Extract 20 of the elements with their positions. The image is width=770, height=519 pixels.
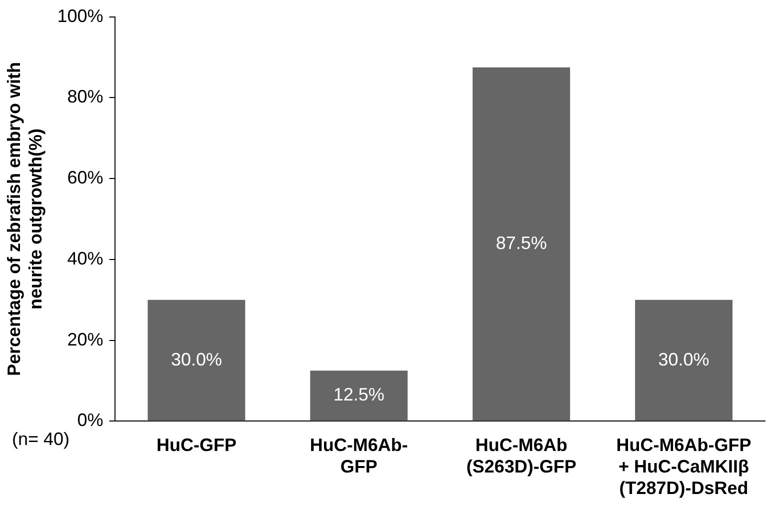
bar (310, 370, 408, 421)
x-tick-label: HuC-M6Ab- GFP (310, 434, 408, 477)
bar (148, 300, 246, 421)
text: (n= 40) (12, 429, 70, 450)
data-label: 12.5% (333, 384, 384, 405)
data-label: 30.0% (170, 349, 222, 370)
bar (635, 300, 733, 421)
data-label: 30.0% (658, 349, 710, 370)
x-tick-label: HuC-M6Ab (S263D)-GFP (466, 434, 576, 477)
y-tick-label: 60% (67, 168, 104, 188)
data-label: 87.5% (496, 232, 547, 253)
x-tick-label: HuC-GFP (156, 434, 236, 455)
bar (472, 67, 570, 421)
y-tick-label: 0% (77, 410, 104, 430)
x-tick-label: HuC-M6Ab-GFP + HuC-CaMKIIβ (T287D)-DsRed (616, 434, 752, 498)
y-tick-label: 40% (67, 248, 104, 268)
y-axis-title: Percentage of zebrafish embryo with neurite outgrowth(%) (4, 62, 46, 376)
y-tick-label: 100% (57, 6, 104, 26)
y-tick-label: 20% (67, 329, 104, 350)
y-tick-label: 80% (67, 86, 104, 107)
